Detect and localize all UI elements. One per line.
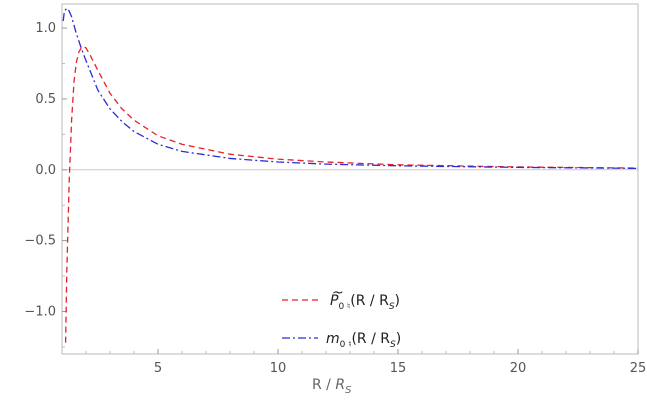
y-tick-label: 0.0: [35, 163, 56, 178]
y-axis-ticks: 1.0 0.5 0.0 −0.5 −1.0: [24, 21, 67, 348]
legend-arg-m: (R / R: [351, 331, 390, 347]
legend-label-p: P0 ♮(R / RS): [330, 293, 400, 312]
x-axis-ticks: 5 10 15 20 25: [85, 349, 647, 376]
series-layer: [62, 7, 639, 343]
legend-arg-p: (R / R: [350, 293, 389, 309]
x-axis-label-main: R: [312, 377, 322, 393]
legend-sub-m: 0 ♮: [340, 340, 352, 350]
legend-sub-p: 0 ♮: [338, 302, 350, 312]
y-tick-label: −1.0: [24, 304, 56, 319]
x-tick-label: 15: [390, 361, 407, 376]
x-axis-label-sep: /: [322, 377, 336, 393]
legend-func-p: P: [330, 293, 339, 309]
y-tick-label: −0.5: [24, 234, 56, 249]
legend-arg-sub-p: S: [389, 302, 395, 312]
legend: P0 ♮(R / RS) ~ m0 ♮(R / RS): [282, 285, 401, 350]
y-tick-label: 0.5: [35, 92, 56, 107]
legend-close-m: ): [396, 331, 401, 347]
legend-arg-sub-m: S: [390, 340, 396, 350]
x-axis-label-denom: R: [335, 377, 345, 393]
legend-func-m: m: [326, 331, 340, 347]
x-axis-label: R / RS: [312, 377, 352, 396]
x-tick-label: 20: [510, 361, 527, 376]
legend-close-p: ): [395, 293, 400, 309]
y-tick-label: 1.0: [35, 21, 56, 36]
legend-tilde: ~: [332, 285, 344, 301]
x-tick-label: 25: [630, 361, 647, 376]
x-axis-label-denom-sub: S: [345, 385, 352, 396]
x-tick-label: 5: [154, 361, 162, 376]
x-tick-label: 10: [270, 361, 287, 376]
legend-label-m: m0 ♮(R / RS): [326, 331, 401, 350]
series-line-m: [62, 7, 639, 170]
